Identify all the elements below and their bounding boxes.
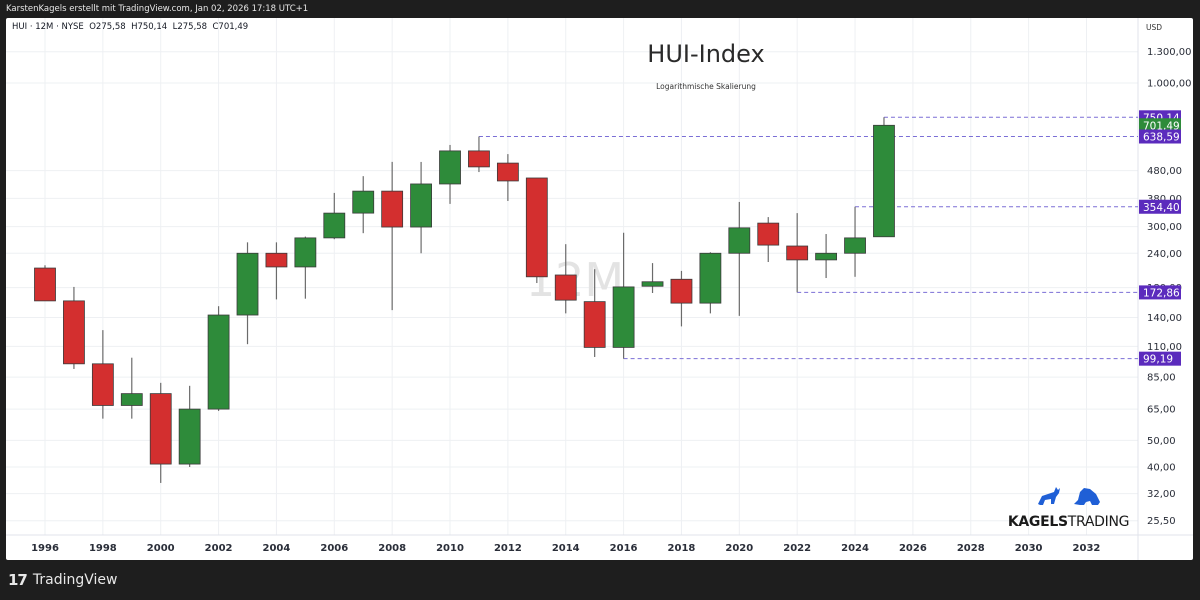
chart-frame[interactable]: 12M1.300,001.000,00480,00380,00300,00240…: [6, 18, 1193, 560]
price-tick-label: 300,00: [1147, 222, 1182, 233]
candle-2018[interactable]: [670, 270, 693, 327]
year-label: 2024: [841, 543, 869, 554]
candle-2005[interactable]: [294, 236, 317, 299]
candles: [34, 117, 895, 483]
candle-2025[interactable]: [873, 117, 895, 238]
year-label: 2008: [378, 543, 406, 554]
year-label: 2010: [436, 543, 464, 554]
price-tick-label: 65,00: [1147, 405, 1176, 416]
price-marker-label: 354,40: [1139, 199, 1181, 214]
price-marker-label: 99,19: [1139, 351, 1181, 366]
candle-1996[interactable]: [34, 265, 56, 302]
candle-2016[interactable]: [612, 232, 635, 359]
candle-2023[interactable]: [815, 234, 838, 279]
candle-2020[interactable]: [728, 201, 751, 316]
svg-text:638,59: 638,59: [1143, 132, 1180, 144]
price-tick-label: 110,00: [1147, 342, 1182, 353]
symbol-info: HUI · 12M · NYSE: [12, 22, 84, 32]
candle-2024[interactable]: [844, 206, 866, 277]
candle-2008[interactable]: [381, 161, 404, 311]
year-label: 2026: [899, 543, 927, 554]
candle-2011[interactable]: [468, 136, 490, 173]
price-tick-label: 140,00: [1147, 313, 1182, 324]
logo-bold-text: KAGELS: [1007, 514, 1068, 530]
open-value: O275,58: [89, 22, 126, 32]
year-label: 2032: [1073, 543, 1101, 554]
logo-light-text: TRADING: [1067, 514, 1130, 530]
year-label: 2012: [494, 543, 522, 554]
low-value: L275,58: [172, 22, 208, 32]
year-label: 2004: [263, 543, 291, 554]
year-label: 2022: [783, 543, 811, 554]
year-label: 1996: [31, 543, 59, 554]
price-tick-label: 1.300,00: [1147, 47, 1192, 58]
chart-subtitle: Logarithmische Skalierung: [656, 82, 756, 91]
year-label: 2016: [610, 543, 638, 554]
candle-2017[interactable]: [641, 263, 664, 293]
tradingview-logo-icon: 17: [8, 571, 28, 589]
svg-text:354,40: 354,40: [1143, 202, 1180, 214]
candlestick-chart[interactable]: 12M1.300,001.000,00480,00380,00300,00240…: [6, 18, 1193, 560]
kagels-trading-logo: KAGELSTRADING: [1006, 514, 1131, 530]
candle-2007[interactable]: [352, 176, 375, 234]
year-label: 2020: [725, 543, 753, 554]
symbol-legend: HUI · 12M · NYSE O275,58 H750,14 L275,58…: [12, 22, 248, 32]
tradingview-brand: TradingView: [32, 572, 118, 588]
year-label: 2030: [1015, 543, 1043, 554]
candle-2019[interactable]: [699, 252, 722, 314]
time-axis[interactable]: 1996 1998 2000 2002 2004 2006 2008 2010 2012 2014…: [31, 543, 1100, 554]
candle-1997[interactable]: [63, 286, 85, 369]
year-label: 2002: [205, 543, 233, 554]
year-label: 2006: [320, 543, 348, 554]
candle-2014[interactable]: [554, 244, 577, 314]
price-level-lines: [478, 116, 1138, 360]
candle-1999[interactable]: [120, 357, 143, 419]
candle-2015[interactable]: [583, 269, 606, 357]
currency-label[interactable]: USD: [1142, 20, 1193, 36]
year-label: 2018: [668, 543, 696, 554]
price-tick-label: 50,00: [1147, 436, 1176, 447]
svg-text:172,86: 172,86: [1143, 287, 1180, 299]
candle-2002[interactable]: [207, 306, 230, 411]
bull-bear-logo-icon: [1038, 487, 1100, 505]
price-tick-label: 380,00: [1147, 194, 1182, 205]
price-tick-label: 85,00: [1147, 373, 1176, 384]
price-axis[interactable]: 1.300,00 1.000,00 480,00 380,00 300,00 240,00…: [1139, 47, 1192, 527]
candle-2022[interactable]: [786, 213, 809, 293]
tradingview-footer[interactable]: 17 TradingView: [8, 569, 117, 591]
candle-2003[interactable]: [236, 242, 259, 345]
price-tick-label: 480,00: [1147, 166, 1182, 177]
price-tick-label: 32,00: [1147, 489, 1176, 500]
year-label: 1998: [89, 543, 117, 554]
price-tick-label: 40,00: [1147, 463, 1176, 474]
price-tick-label: 1.000,00: [1147, 79, 1192, 90]
price-marker-label: 172,86: [1139, 285, 1181, 300]
attribution-bar: KarstenKagels erstellt mit TradingView.c…: [6, 4, 309, 14]
year-label: 2028: [957, 543, 985, 554]
candle-2004[interactable]: [265, 242, 288, 300]
high-value: H750,14: [131, 22, 168, 32]
candle-2001[interactable]: [178, 385, 201, 468]
candle-1998[interactable]: [91, 330, 114, 419]
candle-2000[interactable]: [149, 382, 172, 483]
candle-2021[interactable]: [757, 217, 780, 263]
year-label: 2014: [552, 543, 580, 554]
price-tick-label: 25,50: [1147, 516, 1176, 527]
svg-text:701,49: 701,49: [1143, 120, 1180, 132]
year-label: 2000: [147, 543, 175, 554]
candle-2010[interactable]: [439, 144, 461, 204]
candle-2013[interactable]: [525, 177, 548, 284]
svg-text:99,19: 99,19: [1143, 354, 1173, 366]
candle-2006[interactable]: [323, 192, 346, 240]
price-marker-label: 638,59: [1139, 129, 1181, 144]
candle-2009[interactable]: [410, 161, 432, 254]
price-marker-label: 701,49: [1139, 118, 1181, 133]
chart-title: HUI-Index: [647, 40, 765, 68]
price-tick-label: 240,00: [1147, 249, 1182, 260]
close-value: C701,49: [212, 22, 249, 32]
candle-2012[interactable]: [496, 154, 519, 201]
